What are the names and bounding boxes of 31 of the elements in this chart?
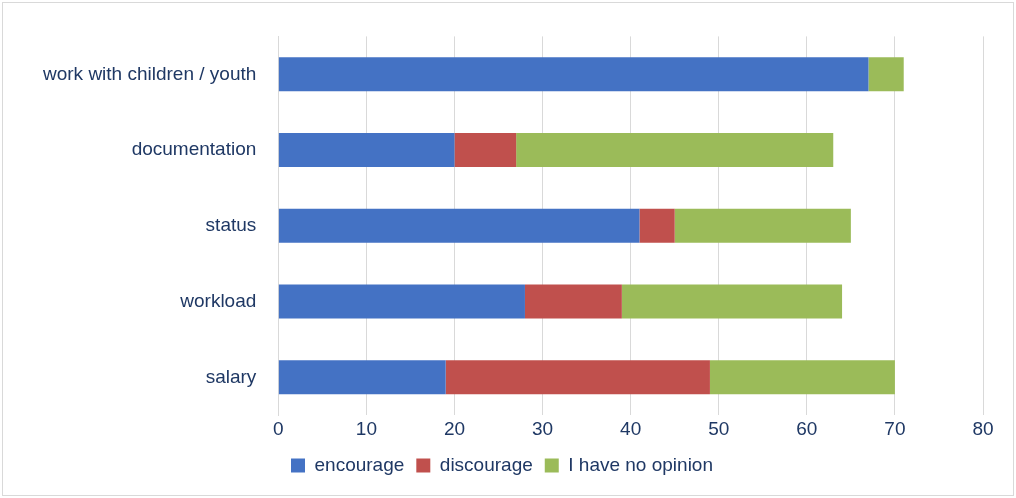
x-tick-label: 20 <box>443 417 466 439</box>
bar <box>868 57 904 92</box>
bar <box>454 132 517 168</box>
bar <box>674 208 851 243</box>
legend-label: I have no opinion <box>568 453 713 475</box>
bar <box>278 132 455 168</box>
bar <box>278 57 869 92</box>
bar <box>278 284 525 319</box>
y-tick-label: salary <box>205 365 257 387</box>
x-tick-label: 50 <box>708 417 730 439</box>
y-tick-label: status <box>205 214 257 236</box>
bar <box>278 208 640 243</box>
y-tick-label: workload <box>179 289 257 311</box>
bar <box>621 284 843 319</box>
y-tick-label: documentation <box>131 138 257 160</box>
bar <box>516 132 834 168</box>
x-tick-label: 30 <box>532 417 554 439</box>
bar <box>278 360 446 395</box>
x-tick-label: 10 <box>355 417 377 439</box>
x-tick-label: 80 <box>972 417 994 439</box>
x-tick-label: 60 <box>796 417 818 439</box>
y-tick-label: work with children / youth <box>41 62 257 84</box>
bar <box>639 208 675 243</box>
bar <box>709 360 895 395</box>
bar <box>524 284 622 319</box>
x-tick-label: 0 <box>273 417 284 439</box>
legend-label: encourage <box>314 453 405 475</box>
x-tick-label: 40 <box>620 417 642 439</box>
legend-label: discourage <box>439 453 533 475</box>
bar <box>445 360 710 395</box>
x-tick-label: 70 <box>884 417 906 439</box>
